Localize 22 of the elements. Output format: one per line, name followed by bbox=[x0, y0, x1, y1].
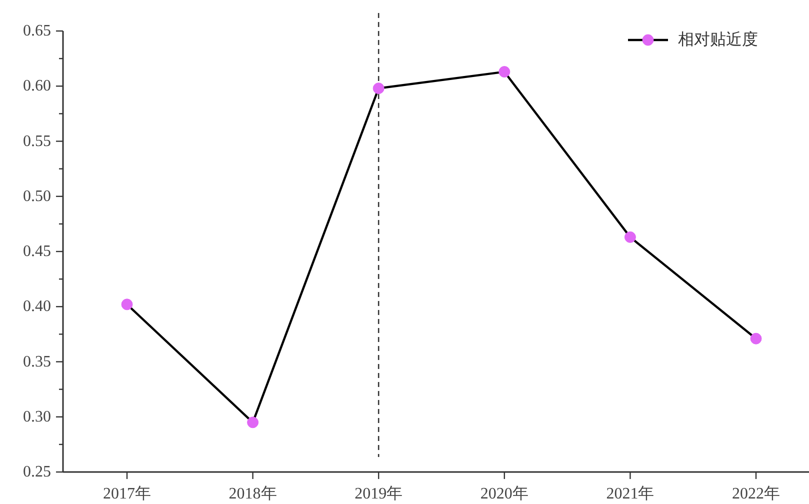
y-tick-label: 0.25 bbox=[23, 464, 51, 480]
point bbox=[372, 82, 384, 94]
point bbox=[498, 66, 510, 78]
x-tick-label: 2022年 bbox=[732, 486, 780, 502]
y-tick-label: 0.30 bbox=[23, 408, 51, 426]
y-tick-label: 0.55 bbox=[23, 132, 51, 150]
legend-label: 相对贴近度 bbox=[678, 30, 758, 48]
x-tick-label: 2021年 bbox=[606, 486, 654, 502]
y-tick-label: 0.50 bbox=[23, 188, 51, 205]
y-tick-label: 0.35 bbox=[23, 353, 51, 370]
y-tick-label: 0.60 bbox=[23, 78, 51, 95]
x-tick-label: 2018年 bbox=[228, 486, 277, 502]
x-tick-label: 2019年 bbox=[354, 486, 403, 502]
x-tick-label: 2020年 bbox=[480, 486, 528, 502]
point bbox=[750, 332, 762, 344]
point bbox=[247, 416, 259, 428]
point bbox=[121, 298, 133, 310]
x-tick-label: 2017年 bbox=[103, 486, 151, 502]
point bbox=[624, 231, 636, 243]
y-tick-label: 0.45 bbox=[23, 243, 51, 260]
y-tick-label: 0.65 bbox=[23, 22, 51, 40]
y-tick-label: 0.40 bbox=[23, 298, 51, 316]
